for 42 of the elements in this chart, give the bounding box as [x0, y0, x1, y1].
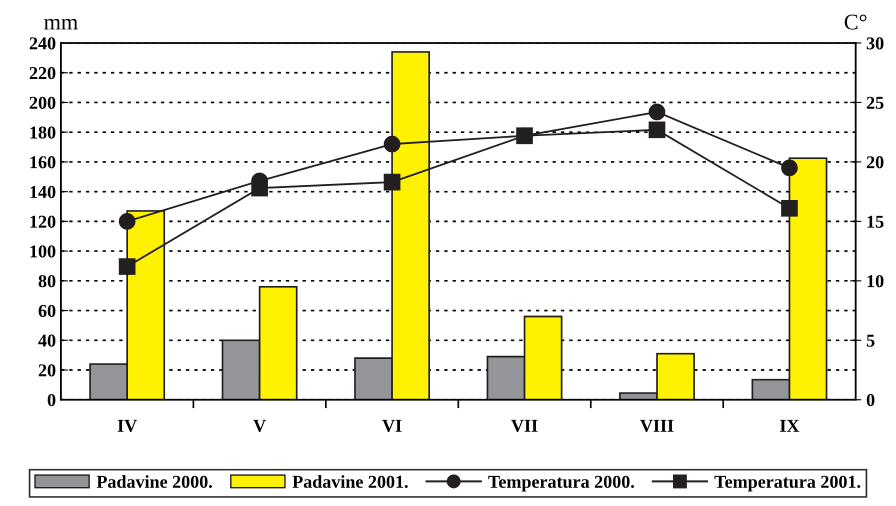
point — [118, 213, 136, 230]
y-tick-label: 180 — [30, 126, 56, 139]
legend-label: Padavine 2000. — [96, 475, 212, 488]
x-tick-label: VI — [382, 420, 402, 432]
y2-tick-label: 15 — [868, 216, 884, 228]
y2-tick-label: 0 — [866, 394, 874, 406]
x-tick-label: IV — [118, 420, 137, 432]
y2-tick-label: 25 — [866, 96, 884, 109]
y-tick-label: 0 — [48, 394, 56, 406]
y-axis-title: mm — [44, 18, 78, 30]
y2-tick-label: 5 — [866, 334, 874, 347]
y-tick-label: 140 — [30, 186, 56, 198]
legend-label: Temperatura 2001. — [714, 476, 860, 492]
y2-tick-label: 20 — [866, 156, 884, 168]
point — [781, 200, 798, 217]
point — [384, 174, 400, 190]
y2-tick-label: 30 — [866, 37, 884, 50]
point — [648, 104, 666, 120]
point — [118, 258, 136, 275]
y2-axis-title: C° — [844, 14, 866, 30]
y-tick-label: 120 — [30, 216, 56, 228]
point — [251, 180, 268, 196]
legend-label: Padavine 2001. — [292, 475, 408, 488]
y-tick-label: 200 — [30, 96, 56, 109]
x-tick-label: VII — [511, 420, 538, 432]
x-tick-label: VIII — [640, 420, 674, 432]
y-tick-label: 20 — [38, 364, 56, 376]
point — [516, 127, 533, 144]
point — [384, 136, 400, 152]
y-tick-label: 40 — [38, 334, 56, 347]
y-tick-label: 100 — [30, 245, 56, 258]
y-tick-label: 220 — [30, 66, 56, 80]
point — [781, 160, 798, 176]
y-tick-label: 240 — [30, 37, 56, 50]
y2-tick-label: 10 — [868, 275, 884, 288]
point — [648, 121, 666, 138]
x-tick-label: IX — [780, 420, 800, 432]
x-tick-label: V — [253, 420, 266, 432]
y-tick-label: 60 — [38, 304, 56, 317]
legend-label: Temperatura 2000. — [488, 476, 634, 492]
y-tick-label: 80 — [38, 275, 56, 288]
y-tick-label: 160 — [30, 156, 56, 168]
